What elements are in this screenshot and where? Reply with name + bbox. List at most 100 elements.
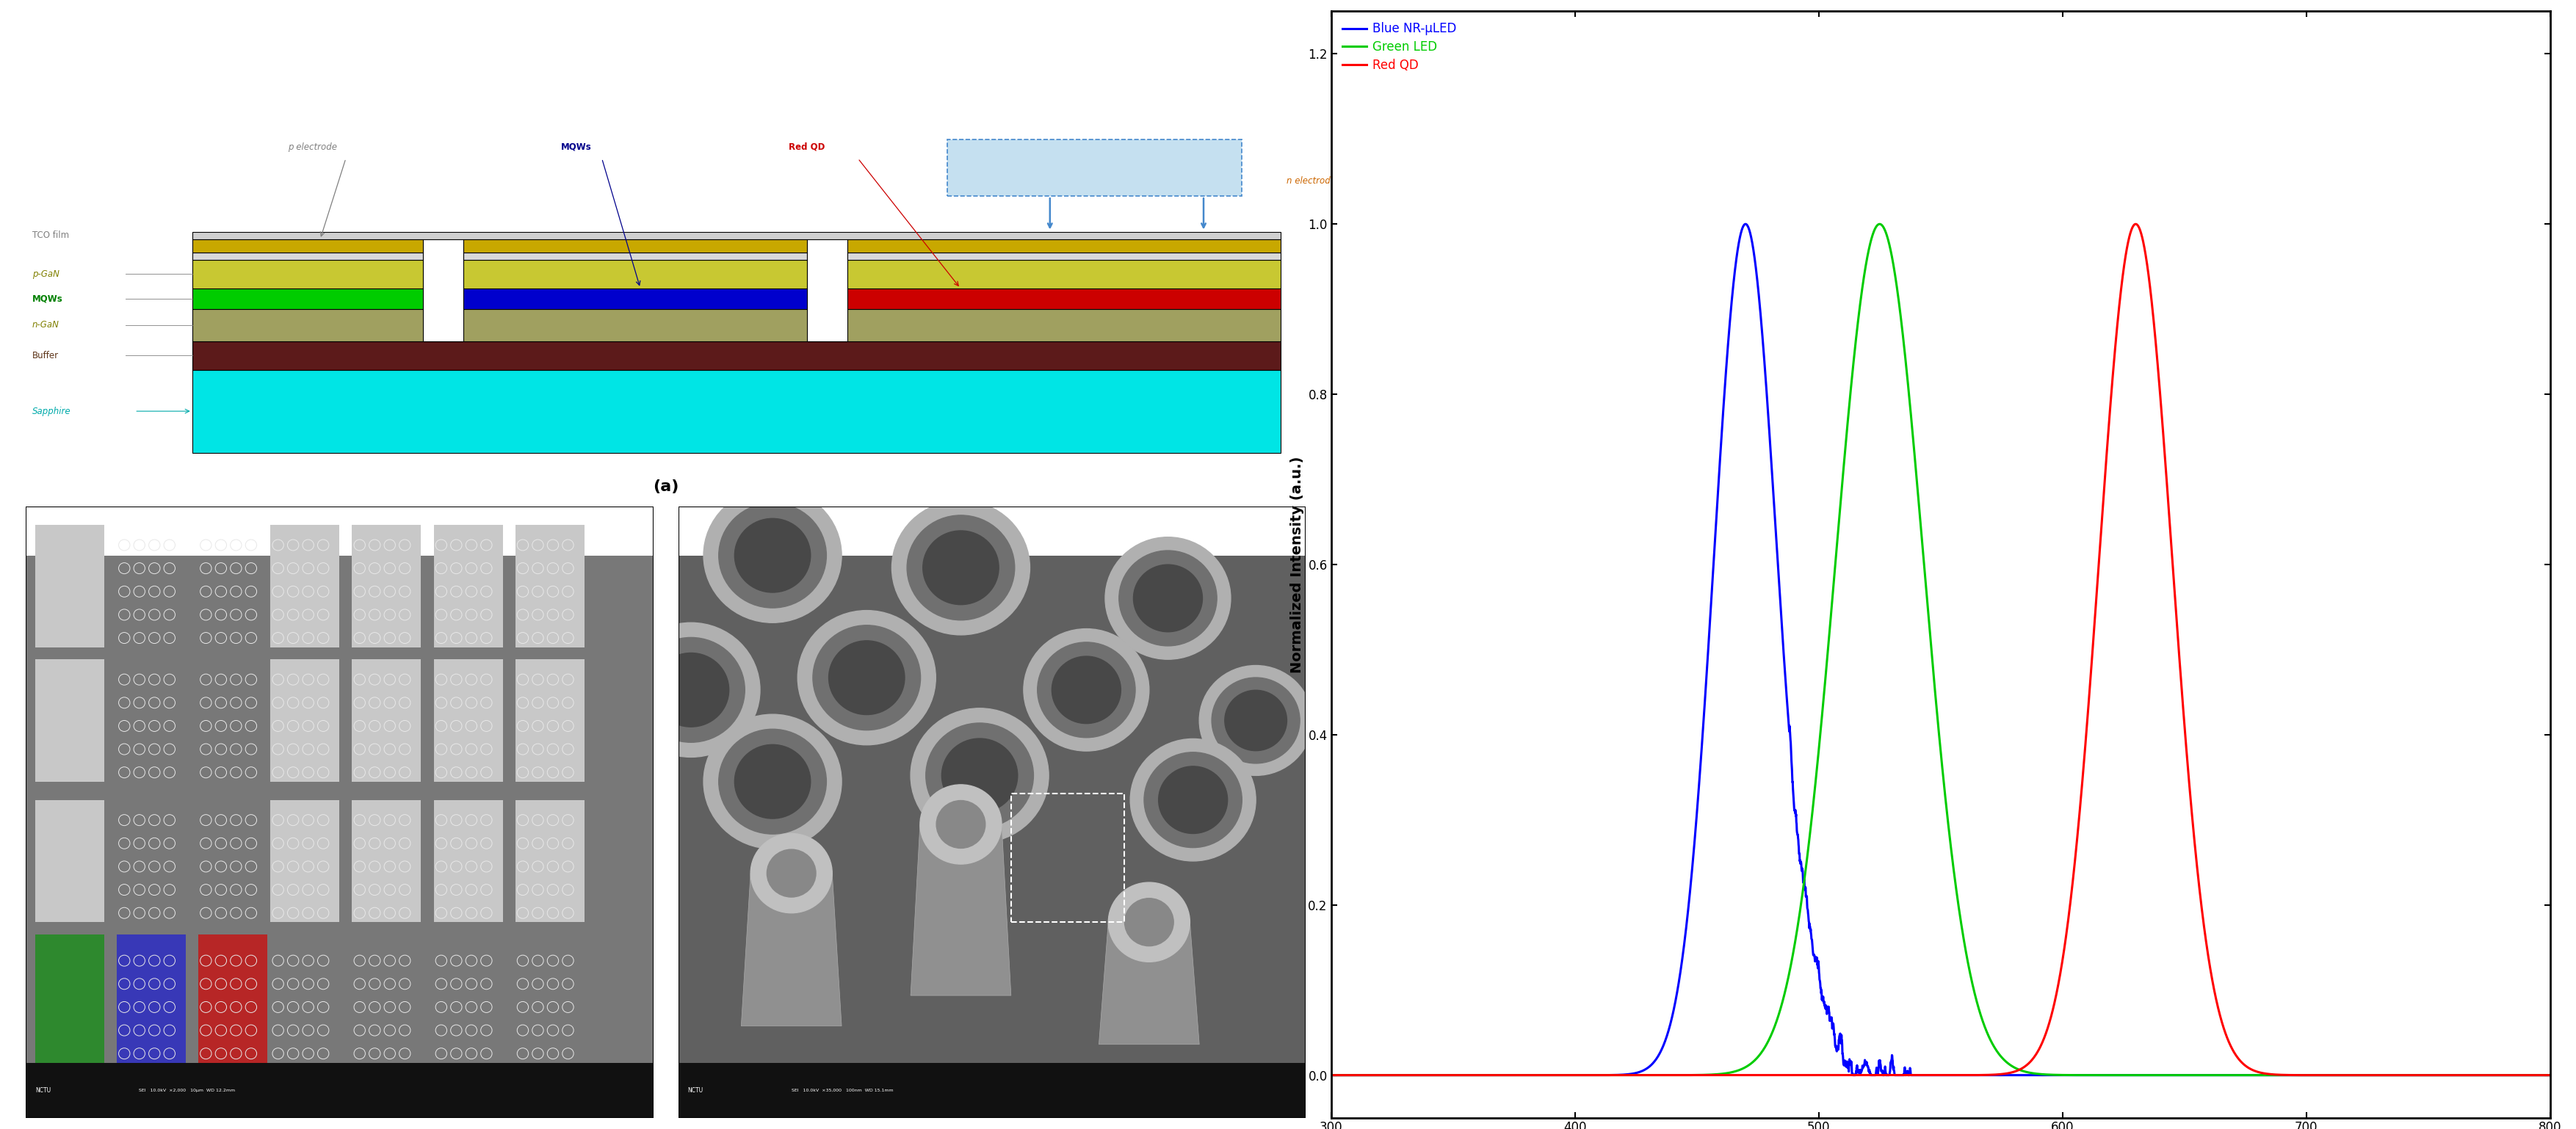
Line: Green LED: Green LED: [1332, 224, 2550, 1075]
Text: SEI   10.0kV  ×2,000   10μm  WD 12.2mm: SEI 10.0kV ×2,000 10μm WD 12.2mm: [139, 1088, 234, 1092]
Bar: [36, 800, 103, 922]
Text: MQWs: MQWs: [31, 294, 62, 304]
Green LED: [2226, 1068, 2257, 1082]
Circle shape: [935, 800, 984, 848]
Circle shape: [1105, 537, 1231, 659]
Circle shape: [1159, 767, 1229, 833]
Red QD: [2107, 261, 2138, 274]
Bar: [515, 800, 585, 922]
Bar: [806, 239, 848, 341]
Green LED: [2110, 1068, 2141, 1082]
Bar: [36, 659, 103, 781]
Bar: [464, 260, 806, 288]
Bar: [26, 555, 654, 1062]
Circle shape: [636, 638, 744, 743]
Bar: [193, 260, 422, 288]
Bar: [1010, 794, 1123, 922]
Bar: [193, 253, 422, 260]
Bar: [36, 525, 103, 647]
Bar: [433, 525, 502, 647]
Text: p electrode: p electrode: [289, 142, 337, 152]
Bar: [270, 525, 340, 647]
Circle shape: [734, 518, 811, 593]
Circle shape: [703, 488, 842, 623]
Bar: [848, 260, 1280, 288]
Bar: [948, 140, 1242, 196]
Bar: [26, 1062, 654, 1118]
Bar: [36, 935, 103, 1062]
Circle shape: [1051, 656, 1121, 724]
Text: p-GaN: p-GaN: [31, 269, 59, 279]
Circle shape: [922, 531, 999, 605]
Circle shape: [768, 849, 817, 898]
Bar: [515, 659, 585, 781]
Red QD: [2226, 1054, 2257, 1068]
Text: MQWs: MQWs: [562, 142, 592, 152]
Bar: [198, 935, 268, 1062]
Green LED: [1865, 217, 1896, 230]
Bar: [353, 800, 420, 922]
Bar: [848, 288, 1280, 309]
Blue NR-μLED: [2110, 1068, 2141, 1082]
Bar: [36, 525, 103, 647]
Blue NR-μLED: [1837, 1068, 1868, 1082]
Text: (a): (a): [652, 479, 680, 493]
Text: SEI   10.0kV  ×35,000   100nm  WD 15.1mm: SEI 10.0kV ×35,000 100nm WD 15.1mm: [791, 1088, 894, 1092]
Circle shape: [799, 611, 935, 745]
Circle shape: [750, 833, 832, 913]
Blue NR-μLED: [1316, 1068, 1347, 1082]
Circle shape: [1224, 690, 1288, 751]
Bar: [433, 659, 502, 781]
Blue NR-μLED: [2535, 1068, 2566, 1082]
Bar: [193, 231, 1280, 239]
Green LED: [1538, 1068, 1569, 1082]
Red QD: [2120, 217, 2151, 230]
Bar: [193, 288, 422, 309]
Legend: Blue NR-μLED, Green LED, Red QD: Blue NR-μLED, Green LED, Red QD: [1337, 17, 1461, 77]
Bar: [270, 659, 340, 781]
Red QD: [1538, 1068, 1569, 1082]
Bar: [193, 239, 422, 253]
Circle shape: [907, 515, 1015, 620]
Red QD: [2535, 1068, 2566, 1082]
Blue NR-μLED: [2226, 1068, 2257, 1082]
Circle shape: [1126, 899, 1175, 946]
Text: Buffer: Buffer: [31, 351, 59, 360]
Bar: [193, 369, 1280, 453]
Circle shape: [1144, 752, 1242, 848]
Bar: [677, 555, 1306, 1062]
Circle shape: [703, 715, 842, 849]
Circle shape: [1118, 551, 1216, 646]
Blue NR-μLED: [2048, 1068, 2079, 1082]
Green LED: [2535, 1068, 2566, 1082]
Blue NR-μLED: [1783, 826, 1814, 840]
Bar: [36, 800, 103, 922]
Circle shape: [943, 738, 1018, 813]
Green LED: [1783, 925, 1814, 938]
Polygon shape: [1100, 922, 1200, 1044]
Blue NR-μLED: [2318, 1068, 2349, 1082]
Circle shape: [1133, 564, 1203, 632]
Red QD: [2048, 955, 2079, 969]
Text: NCTU: NCTU: [688, 1087, 703, 1094]
Circle shape: [1108, 883, 1190, 962]
Circle shape: [1038, 642, 1136, 737]
Text: n-GaN: n-GaN: [31, 321, 59, 330]
Bar: [848, 253, 1280, 260]
Bar: [36, 659, 103, 781]
Text: Sapphire: Sapphire: [31, 406, 70, 415]
Bar: [464, 239, 806, 253]
Circle shape: [829, 640, 904, 715]
Circle shape: [925, 723, 1033, 828]
Blue NR-μLED: [1731, 217, 1762, 230]
Green LED: [2048, 1068, 2079, 1082]
Circle shape: [1023, 629, 1149, 751]
Bar: [193, 309, 1280, 341]
Bar: [116, 935, 185, 1062]
Circle shape: [912, 708, 1048, 842]
Circle shape: [1131, 738, 1255, 861]
Circle shape: [1200, 665, 1311, 776]
Text: TCO film: TCO film: [31, 230, 70, 240]
Circle shape: [719, 729, 827, 834]
Bar: [353, 659, 420, 781]
